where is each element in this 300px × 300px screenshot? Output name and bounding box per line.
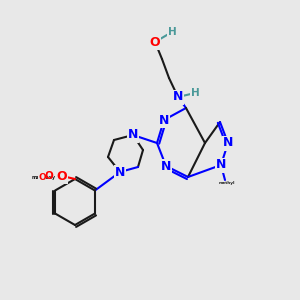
Text: O: O (150, 35, 160, 49)
Text: N: N (173, 91, 183, 103)
Text: N: N (115, 166, 125, 178)
Text: N: N (128, 128, 138, 142)
Text: N: N (223, 136, 233, 149)
Text: H: H (168, 27, 176, 37)
Text: N: N (216, 158, 226, 172)
Text: N: N (159, 113, 169, 127)
Text: N: N (161, 160, 171, 172)
Text: methyl: methyl (219, 181, 235, 185)
Text: O: O (38, 173, 46, 182)
Text: O: O (45, 171, 53, 181)
Text: O: O (57, 169, 67, 182)
Text: H: H (190, 88, 200, 98)
Text: methoxy: methoxy (32, 175, 56, 179)
